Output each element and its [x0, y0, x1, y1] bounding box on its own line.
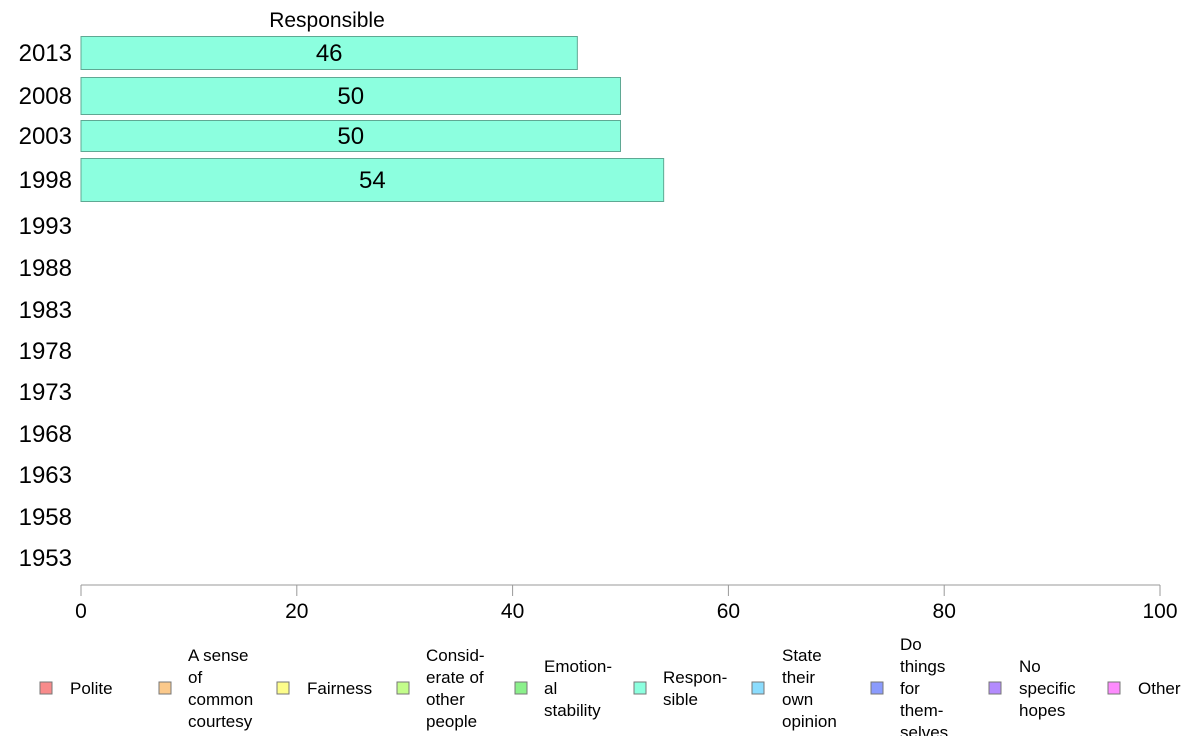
legend-swatch [1107, 681, 1121, 695]
legend-label: A sense of common courtesy [188, 646, 253, 731]
y-axis-labels: 2013 2008 2003 1998 1993 1988 1983 1978 1973 1968… [19, 40, 72, 572]
data-label-2003: 50 [337, 123, 364, 150]
legend-label: Do things for them-selves [900, 635, 948, 736]
bar-1998 [80, 158, 665, 202]
chart-title: Responsible [269, 9, 385, 32]
y-tick-label-2008: 2008 [19, 83, 72, 110]
y-tick-label-2003: 2003 [19, 123, 72, 150]
x-tick-label-60: 60 [717, 600, 740, 623]
legend-label: Polite [70, 679, 113, 698]
bar-2013 [80, 36, 578, 70]
legend-label: State their own opinion [782, 646, 837, 731]
y-tick-label-1983: 1983 [19, 297, 72, 324]
y-tick-label-2013: 2013 [19, 40, 72, 67]
legend-swatch [276, 681, 290, 695]
legend-label: Consid-erate of other people [426, 646, 485, 731]
x-axis: 0 20 40 60 80 100 [75, 584, 1178, 623]
legend-swatch [39, 681, 53, 695]
legend-item-1: Polite [39, 679, 113, 698]
legend-swatch [514, 681, 528, 695]
x-tick-label-100: 100 [1142, 600, 1177, 623]
x-tick-label-20: 20 [285, 600, 308, 623]
legend-swatch [158, 681, 172, 695]
legend-swatch [988, 681, 1002, 695]
legend-swatch [396, 681, 410, 695]
legend-item-8: Do things for them-selves [870, 635, 948, 736]
legend-item-7: State their own opinion [751, 646, 837, 731]
legend-item-6: Respon-sible [633, 668, 727, 709]
legend-item-9: No specific hopes [988, 657, 1076, 720]
y-tick-label-1998: 1998 [19, 167, 72, 194]
y-tick-label-1958: 1958 [19, 504, 72, 531]
legend-item-3: Fairness [276, 679, 372, 698]
legend: Polite A sense of common courtesy Fairness Con… [39, 635, 1181, 736]
legend-label: Fairness [307, 679, 372, 698]
legend-item-5: Emotion-al stability [514, 657, 612, 720]
legend-item-2: A sense of common courtesy [158, 646, 253, 731]
data-label-2013: 46 [316, 40, 343, 67]
bar-2003 [80, 120, 621, 152]
y-tick-label-1988: 1988 [19, 255, 72, 282]
y-tick-label-1993: 1993 [19, 213, 72, 240]
bars-layer: 46 50 50 54 [80, 36, 665, 202]
y-tick-label-1963: 1963 [19, 462, 72, 489]
legend-label: Other [1138, 679, 1181, 698]
legend-item-4: Consid-erate of other people [396, 646, 485, 731]
y-tick-label-1968: 1968 [19, 421, 72, 448]
data-label-2008: 50 [337, 83, 364, 110]
x-tick-label-80: 80 [933, 600, 956, 623]
y-tick-label-1973: 1973 [19, 379, 72, 406]
bar-2008 [80, 77, 621, 115]
x-tick-label-0: 0 [75, 600, 87, 623]
legend-swatch [751, 681, 765, 695]
y-tick-label-1953: 1953 [19, 545, 72, 572]
legend-swatch [633, 681, 647, 695]
legend-swatch [870, 681, 884, 695]
y-tick-label-1978: 1978 [19, 338, 72, 365]
legend-label: Respon-sible [663, 668, 727, 709]
x-tick-label-40: 40 [501, 600, 524, 623]
legend-item-10: Other [1107, 679, 1181, 698]
data-label-1998: 54 [359, 167, 386, 194]
legend-label: No specific hopes [1019, 657, 1076, 720]
legend-label: Emotion-al stability [544, 657, 612, 720]
